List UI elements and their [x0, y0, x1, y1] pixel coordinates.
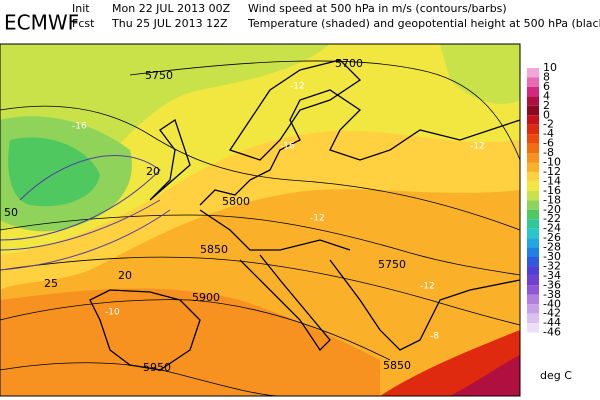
colorbar-swatch: [527, 228, 539, 239]
colorbar-swatch: [527, 247, 539, 257]
height-label: 5800: [222, 195, 250, 208]
colorbar-label: -22: [543, 212, 561, 225]
colorbar-label: -10: [543, 156, 561, 169]
colorbar-label: -46: [543, 326, 561, 339]
colorbar-label: -32: [543, 259, 561, 272]
temp-label: -8: [430, 332, 439, 342]
colorbar-label: -12: [543, 165, 561, 178]
colorbar-swatch: [527, 209, 539, 220]
colorbar-swatch: [527, 275, 539, 286]
colorbar-swatch: [527, 171, 539, 182]
colorbar-label: -26: [543, 231, 561, 244]
colorbar: 1086420-2-4-6-8-10-12-14-16-18-20-22-24-…: [527, 61, 561, 339]
colorbar-swatch: [527, 143, 539, 154]
map: [0, 44, 521, 397]
fcst-desc: Temperature (shaded) and geopotential he…: [247, 17, 600, 30]
colorbar-swatch: [527, 266, 539, 276]
wind-label: 50: [4, 206, 18, 219]
colorbar-swatch: [527, 68, 539, 78]
colorbar-swatch: [527, 190, 539, 201]
colorbar-swatch: [527, 124, 539, 135]
colorbar-swatch: [527, 323, 539, 333]
colorbar-label: 0: [543, 108, 550, 121]
colorbar-label: -18: [543, 193, 561, 206]
colorbar-label: -8: [543, 146, 554, 159]
colorbar-label: 10: [543, 61, 557, 74]
shade: [8, 137, 100, 207]
colorbar-unit: deg C: [540, 369, 572, 382]
height-label: 5750: [145, 69, 173, 82]
colorbar-label: -4: [543, 127, 554, 140]
temp-label: -12: [290, 82, 305, 92]
colorbar-label: -2: [543, 118, 554, 131]
colorbar-swatch: [527, 115, 539, 125]
colorbar-label: -42: [543, 307, 561, 320]
colorbar-swatch: [527, 105, 539, 116]
wind-label: 25: [44, 277, 58, 290]
height-contours: [0, 60, 521, 397]
colorbar-label: -44: [543, 316, 561, 329]
fcst-label: Fcst: [72, 17, 95, 30]
colorbar-label: -30: [543, 250, 561, 263]
colorbar-swatch: [527, 134, 539, 144]
temp-label: -12: [310, 214, 325, 224]
height-label: 5700: [335, 57, 363, 70]
colorbar-label: -36: [543, 278, 561, 291]
colorbar-label: -16: [543, 184, 561, 197]
shade: [450, 355, 520, 396]
wind-contours: [0, 155, 171, 271]
temp-label: -16: [280, 142, 295, 152]
init-label: Init: [72, 2, 90, 15]
colorbar-label: -28: [543, 241, 561, 254]
colorbar-swatch: [527, 200, 539, 210]
colorbar-label: -14: [543, 174, 561, 187]
temp-label: -12: [470, 142, 485, 152]
colorbar-swatch: [527, 285, 539, 295]
map-frame: [0, 43, 521, 397]
colorbar-swatch: [527, 181, 539, 191]
colorbar-label: -20: [543, 203, 561, 216]
colorbar-label: -34: [543, 269, 561, 282]
colorbar-label: 2: [543, 99, 550, 112]
colorbar-swatch: [527, 313, 539, 324]
shade: [440, 44, 520, 104]
temp-label: -12: [420, 282, 435, 292]
height-label: 5850: [200, 243, 228, 256]
init-time: Mon 22 JUL 2013 00Z: [112, 2, 231, 15]
coastlines: [89, 59, 521, 371]
colorbar-label: 4: [543, 89, 550, 102]
wind-label: 20: [118, 269, 132, 282]
colorbar-label: -38: [543, 288, 561, 301]
brand: ECMWF: [4, 11, 79, 35]
colorbar-swatch: [527, 294, 539, 305]
colorbar-swatch: [527, 77, 539, 87]
colorbar-swatch: [527, 304, 539, 314]
height-label: 5900: [192, 291, 220, 304]
temp-label: -16: [72, 122, 87, 132]
colorbar-swatch: [527, 86, 539, 97]
colorbar-label: 6: [543, 80, 550, 93]
height-label: 5950: [143, 361, 171, 374]
shade: [0, 288, 380, 396]
fcst-time: Thu 25 JUL 2013 12Z: [111, 17, 228, 30]
height-label: 5750: [378, 258, 406, 271]
height-label: 5850: [383, 359, 411, 372]
wind-label: 20: [146, 165, 160, 178]
colorbar-label: -40: [543, 297, 561, 310]
colorbar-label: 8: [543, 70, 550, 83]
temp-label: -10: [105, 308, 120, 318]
colorbar-swatch: [527, 238, 539, 248]
colorbar-swatch: [527, 219, 539, 229]
colorbar-swatch: [527, 96, 539, 106]
colorbar-label: -24: [543, 222, 561, 235]
shade: [0, 44, 330, 230]
init-desc: Wind speed at 500 hPa in m/s (contours/b…: [248, 2, 507, 15]
colorbar-swatch: [527, 162, 539, 172]
colorbar-swatch: [527, 153, 539, 163]
colorbar-label: -6: [543, 137, 554, 150]
colorbar-swatch: [527, 257, 539, 267]
